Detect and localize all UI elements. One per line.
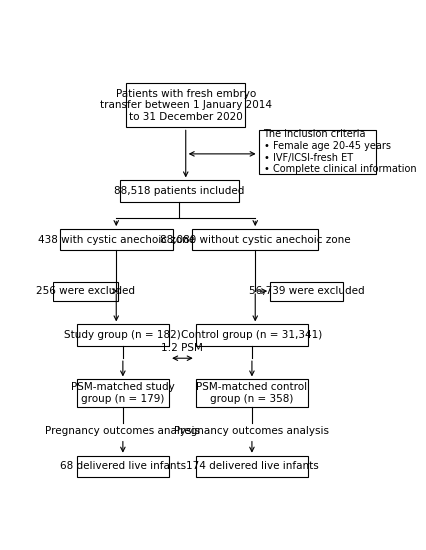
FancyBboxPatch shape: [195, 379, 308, 407]
Text: 256 were excluded: 256 were excluded: [36, 286, 135, 296]
FancyBboxPatch shape: [76, 455, 169, 477]
Text: 88,518 patients included: 88,518 patients included: [114, 186, 244, 196]
FancyBboxPatch shape: [53, 282, 118, 301]
FancyBboxPatch shape: [258, 130, 375, 174]
Text: 174 delivered live infants: 174 delivered live infants: [185, 461, 317, 471]
FancyBboxPatch shape: [270, 282, 342, 301]
FancyBboxPatch shape: [195, 324, 308, 345]
Text: Pregnancy outcomes analysis: Pregnancy outcomes analysis: [45, 426, 200, 436]
Text: Pregnancy outcomes analysis: Pregnancy outcomes analysis: [174, 426, 328, 436]
FancyBboxPatch shape: [119, 180, 238, 201]
Text: 88,080 without cystic anechoic zone: 88,080 without cystic anechoic zone: [160, 235, 350, 245]
Text: Study group (n = 182): Study group (n = 182): [64, 330, 181, 340]
Text: PSM-matched control
group (n = 358): PSM-matched control group (n = 358): [196, 382, 307, 404]
Text: PSM-matched study
group (n = 179): PSM-matched study group (n = 179): [71, 382, 174, 404]
FancyBboxPatch shape: [60, 229, 172, 250]
Text: Patients with fresh embryo
transfer between 1 January 2014
to 31 December 2020: Patients with fresh embryo transfer betw…: [100, 89, 271, 122]
Text: 56,739 were excluded: 56,739 were excluded: [248, 286, 363, 296]
Text: 68 delivered live infants: 68 delivered live infants: [60, 461, 185, 471]
Text: Control group (n = 31,341): Control group (n = 31,341): [181, 330, 322, 340]
Text: 1:2 PSM: 1:2 PSM: [161, 343, 203, 353]
Text: 438 with cystic anechoic zone: 438 with cystic anechoic zone: [37, 235, 194, 245]
FancyBboxPatch shape: [126, 83, 245, 128]
FancyBboxPatch shape: [195, 455, 308, 477]
FancyBboxPatch shape: [76, 324, 169, 345]
Text: The inclusion criteria
• Female age 20-45 years
• IVF/ICSI-fresh ET
• Complete c: The inclusion criteria • Female age 20-4…: [263, 129, 415, 174]
FancyBboxPatch shape: [192, 229, 317, 250]
FancyBboxPatch shape: [76, 379, 169, 407]
